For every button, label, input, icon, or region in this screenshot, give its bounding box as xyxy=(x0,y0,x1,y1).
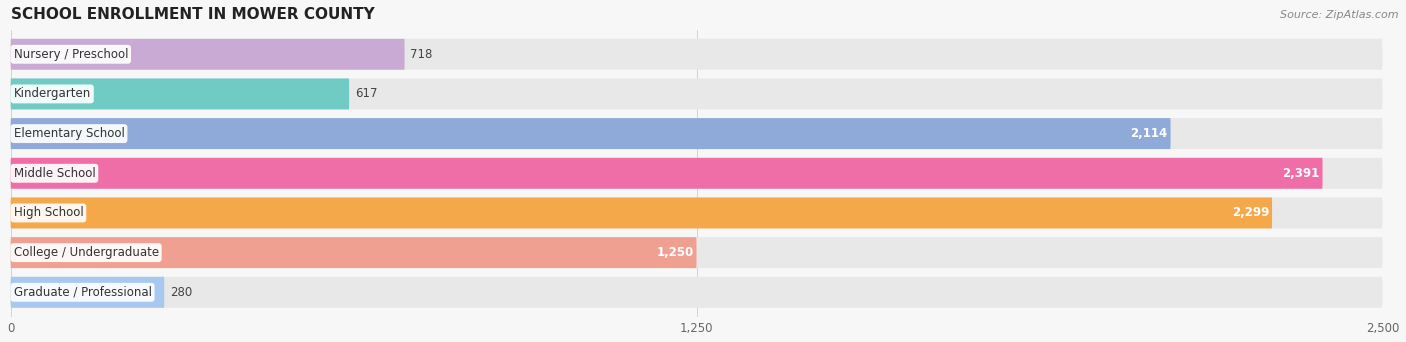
Text: Elementary School: Elementary School xyxy=(14,127,125,140)
FancyBboxPatch shape xyxy=(11,237,696,268)
Text: 2,299: 2,299 xyxy=(1232,207,1270,220)
Text: Source: ZipAtlas.com: Source: ZipAtlas.com xyxy=(1281,10,1399,20)
Text: 280: 280 xyxy=(170,286,193,299)
Text: College / Undergraduate: College / Undergraduate xyxy=(14,246,159,259)
FancyBboxPatch shape xyxy=(11,277,1382,308)
Text: High School: High School xyxy=(14,207,83,220)
FancyBboxPatch shape xyxy=(11,39,1382,70)
FancyBboxPatch shape xyxy=(11,158,1382,189)
Text: 2,391: 2,391 xyxy=(1282,167,1320,180)
Text: 617: 617 xyxy=(354,88,377,101)
Text: 1,250: 1,250 xyxy=(657,246,693,259)
Text: Nursery / Preschool: Nursery / Preschool xyxy=(14,48,128,61)
FancyBboxPatch shape xyxy=(11,118,1171,149)
Text: 2,114: 2,114 xyxy=(1130,127,1167,140)
FancyBboxPatch shape xyxy=(11,78,349,109)
FancyBboxPatch shape xyxy=(11,277,165,308)
Text: SCHOOL ENROLLMENT IN MOWER COUNTY: SCHOOL ENROLLMENT IN MOWER COUNTY xyxy=(11,7,374,22)
Text: 718: 718 xyxy=(411,48,433,61)
FancyBboxPatch shape xyxy=(11,78,1382,109)
Text: Kindergarten: Kindergarten xyxy=(14,88,91,101)
FancyBboxPatch shape xyxy=(11,39,405,70)
Text: Middle School: Middle School xyxy=(14,167,96,180)
Text: Graduate / Professional: Graduate / Professional xyxy=(14,286,152,299)
FancyBboxPatch shape xyxy=(11,158,1323,189)
FancyBboxPatch shape xyxy=(11,197,1272,228)
FancyBboxPatch shape xyxy=(11,118,1382,149)
FancyBboxPatch shape xyxy=(11,237,1382,268)
FancyBboxPatch shape xyxy=(11,197,1382,228)
